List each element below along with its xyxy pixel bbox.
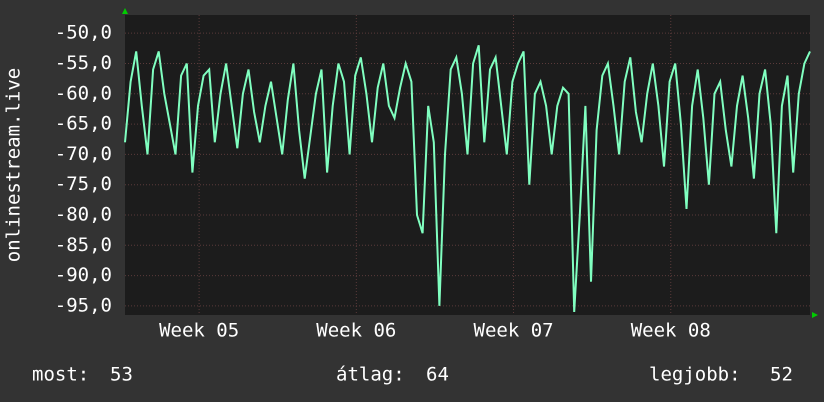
stat-label: átlag: xyxy=(336,364,405,386)
y-tick-label: -70,0 xyxy=(55,143,112,165)
y-tick-label: -50,0 xyxy=(55,22,112,44)
axis-arrow xyxy=(812,312,818,318)
y-tick-label: -60,0 xyxy=(55,82,112,104)
stat-value: 64 xyxy=(426,364,449,386)
x-tick-label: Week 07 xyxy=(474,320,554,342)
stats: most: 53 átlag: 64 legjobb: 52 xyxy=(32,364,793,386)
axis-arrow xyxy=(122,8,128,14)
y-tick-label: -85,0 xyxy=(55,234,112,256)
stat-label: legjobb: xyxy=(649,364,741,386)
y-tick-label: -55,0 xyxy=(55,52,112,74)
stat-label: most: xyxy=(32,364,89,386)
y-tick-label: -90,0 xyxy=(55,264,112,286)
plot-area xyxy=(125,15,810,315)
y-tick-label: -65,0 xyxy=(55,113,112,135)
y-tick-label: -95,0 xyxy=(55,294,112,316)
y-axis-label: onlinestream.live xyxy=(3,68,25,262)
stat-value: 52 xyxy=(770,364,793,386)
data-line xyxy=(124,45,811,313)
x-tick-label: Week 06 xyxy=(316,320,396,342)
stat-value: 53 xyxy=(110,364,133,386)
y-tick-label: -75,0 xyxy=(55,173,112,195)
x-tick-label: Week 05 xyxy=(159,320,239,342)
y-tick-label: -80,0 xyxy=(55,204,112,226)
x-tick-label: Week 08 xyxy=(631,320,711,342)
